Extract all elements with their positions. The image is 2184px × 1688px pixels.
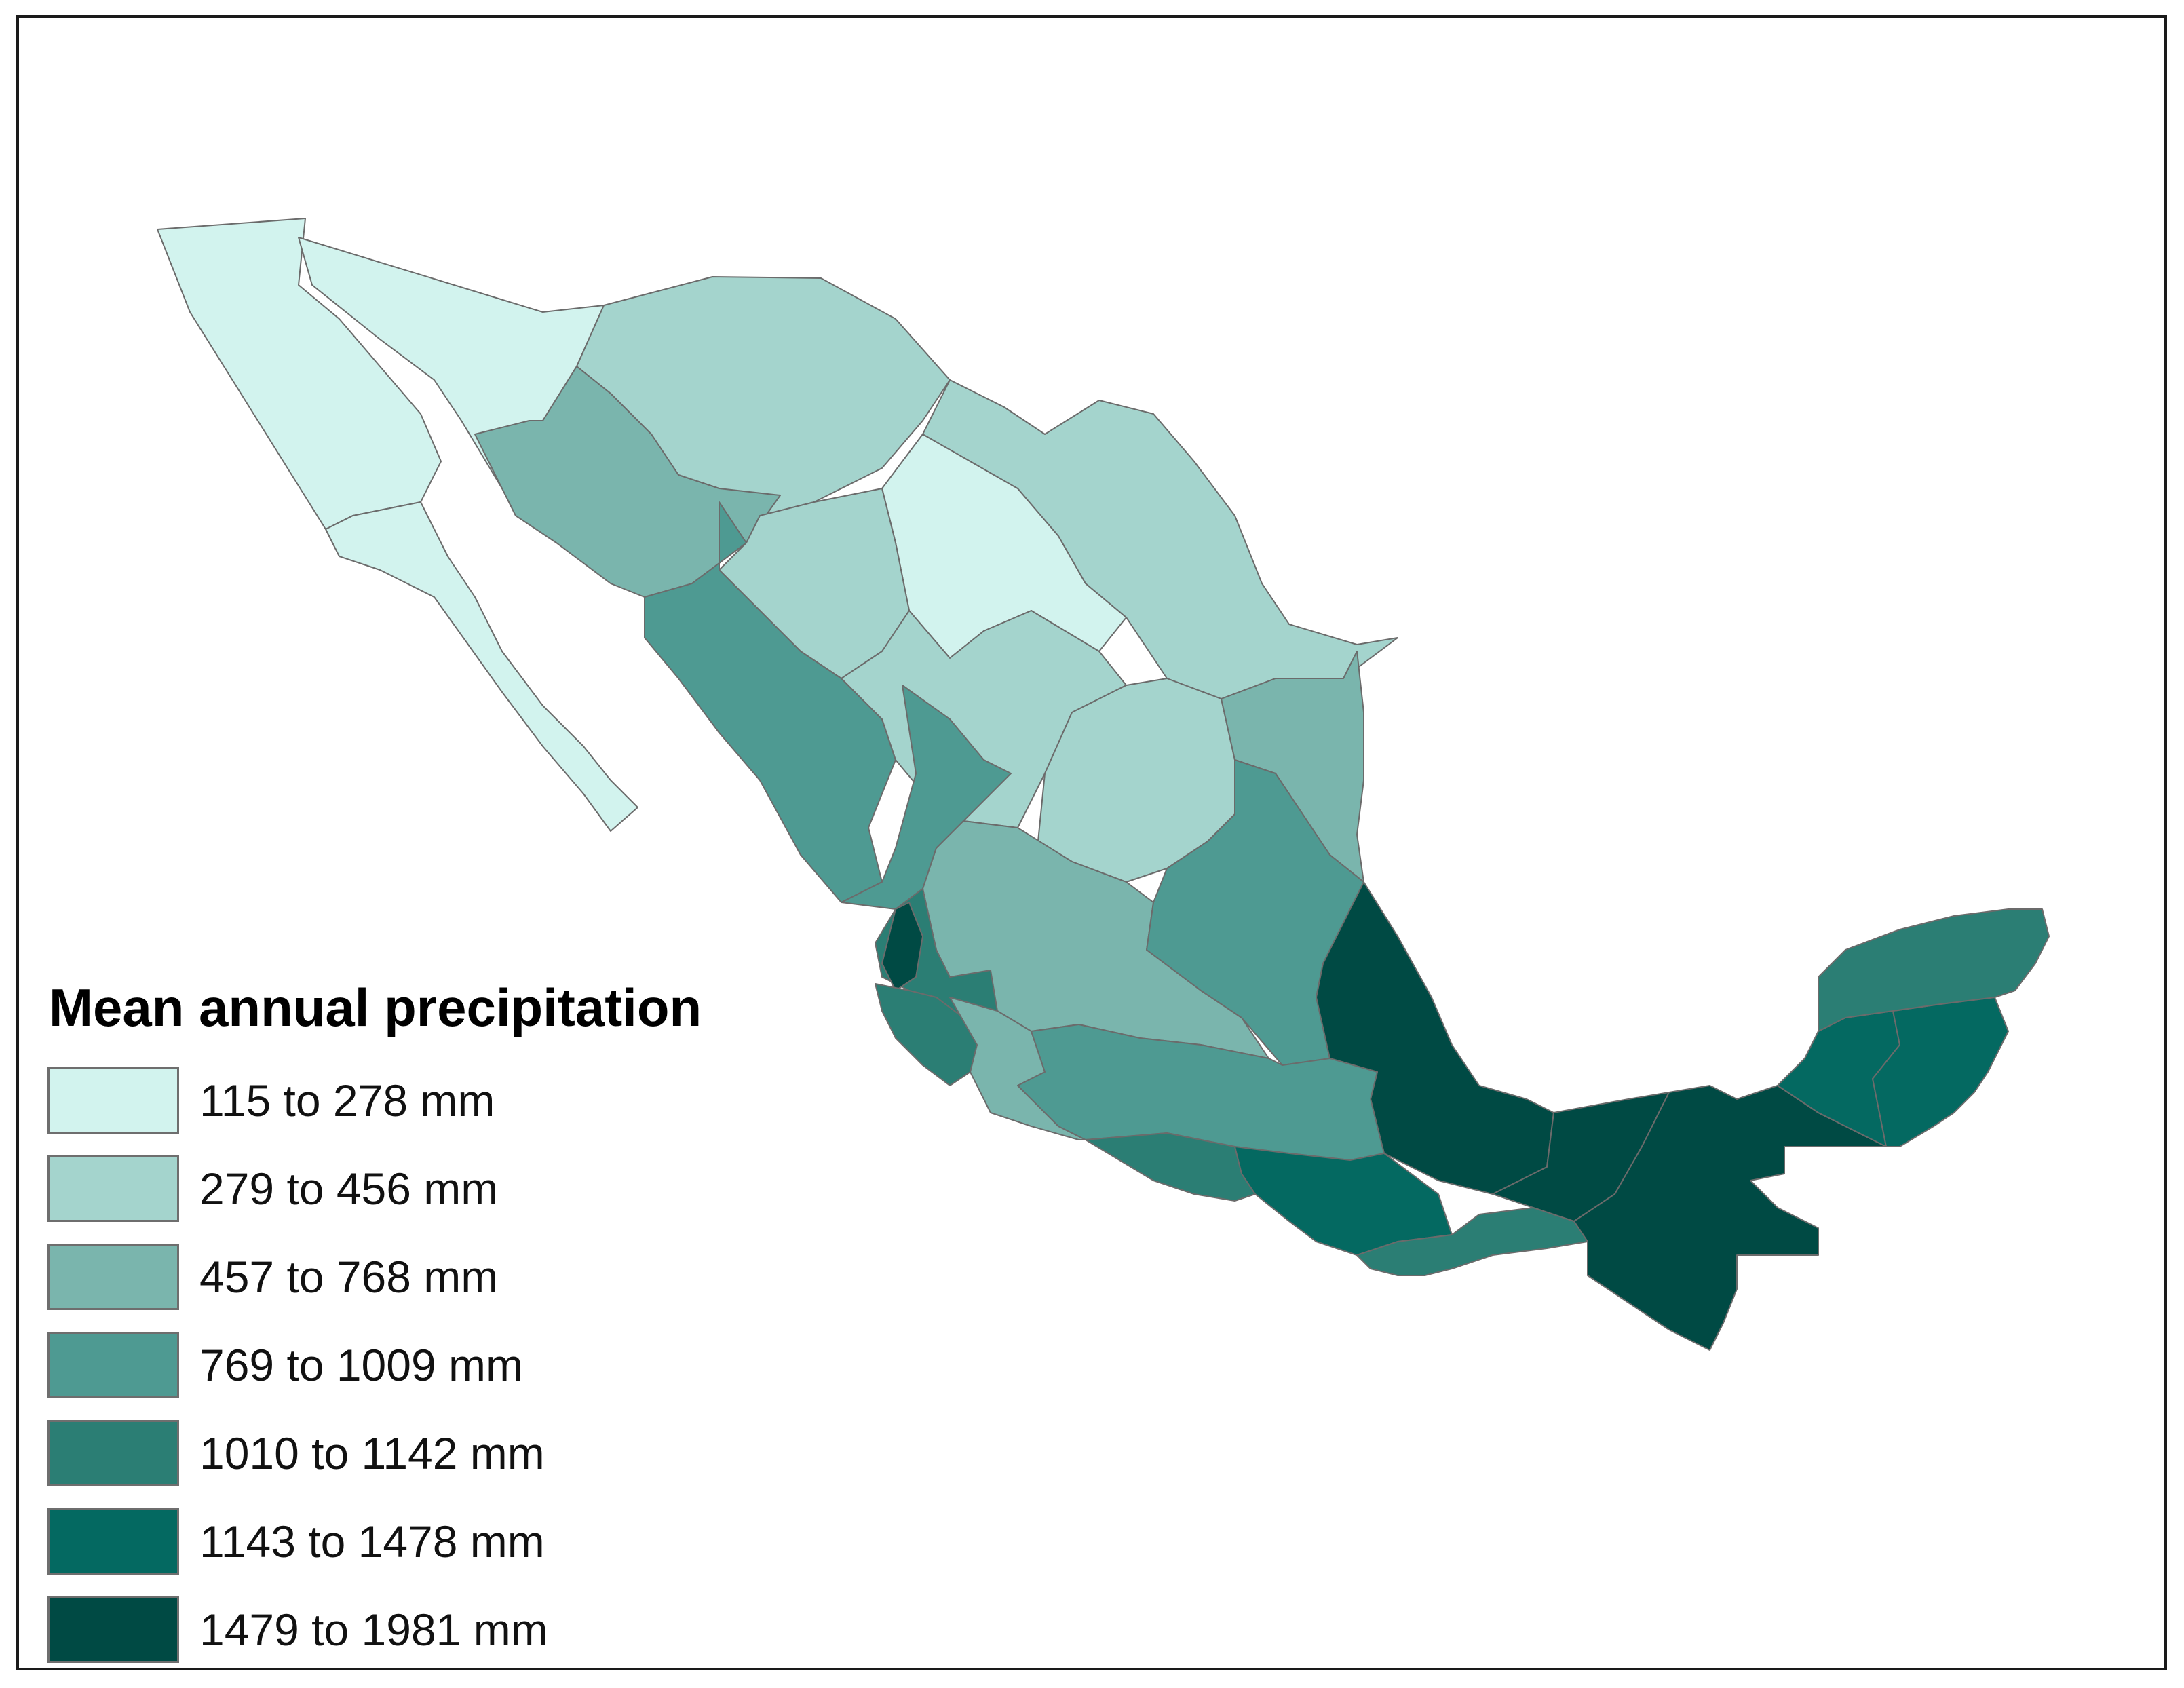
legend-swatch xyxy=(47,1244,179,1310)
legend-label: 457 to 768 mm xyxy=(199,1252,499,1302)
region-nuevo-leon xyxy=(922,379,1398,699)
region-yucatan xyxy=(1818,908,2050,1032)
legend-label: 1143 to 1478 mm xyxy=(199,1516,545,1567)
map-legend: Mean annual precipitation 115 to 278 mm 2… xyxy=(47,977,702,1674)
legend-swatch xyxy=(47,1420,179,1486)
region-oaxaca-isthmus xyxy=(1356,1207,1588,1276)
legend-classes: 115 to 278 mm 279 to 456 mm 457 to 768 mm 7… xyxy=(47,1056,702,1674)
legend-label: 279 to 456 mm xyxy=(199,1164,499,1214)
legend-item: 279 to 456 mm xyxy=(47,1145,702,1233)
region-baja-california-sur xyxy=(325,501,638,832)
legend-swatch xyxy=(47,1332,179,1398)
legend-item: 115 to 278 mm xyxy=(47,1056,702,1145)
legend-label: 115 to 278 mm xyxy=(199,1075,495,1126)
region-baja-california xyxy=(157,218,442,530)
legend-item: 1010 to 1142 mm xyxy=(47,1409,702,1497)
legend-swatch xyxy=(47,1508,179,1575)
region-guerrero-coast xyxy=(1085,1132,1256,1202)
region-jalisco-coast-wet xyxy=(881,902,923,991)
legend-item: 1143 to 1478 mm xyxy=(47,1497,702,1586)
legend-swatch xyxy=(47,1596,179,1663)
legend-swatch xyxy=(47,1067,179,1134)
legend-swatch xyxy=(47,1155,179,1222)
legend-item: 769 to 1009 mm xyxy=(47,1321,702,1409)
legend-title: Mean annual precipitation xyxy=(49,978,702,1037)
legend-item: 457 to 768 mm xyxy=(47,1233,702,1321)
legend-label: 769 to 1009 mm xyxy=(199,1340,523,1390)
region-chiapas xyxy=(1573,1085,1887,1351)
legend-label: 1479 to 1981 mm xyxy=(199,1605,548,1655)
legend-label: 1010 to 1142 mm xyxy=(199,1428,545,1478)
legend-item: 1479 to 1981 mm xyxy=(47,1586,702,1674)
